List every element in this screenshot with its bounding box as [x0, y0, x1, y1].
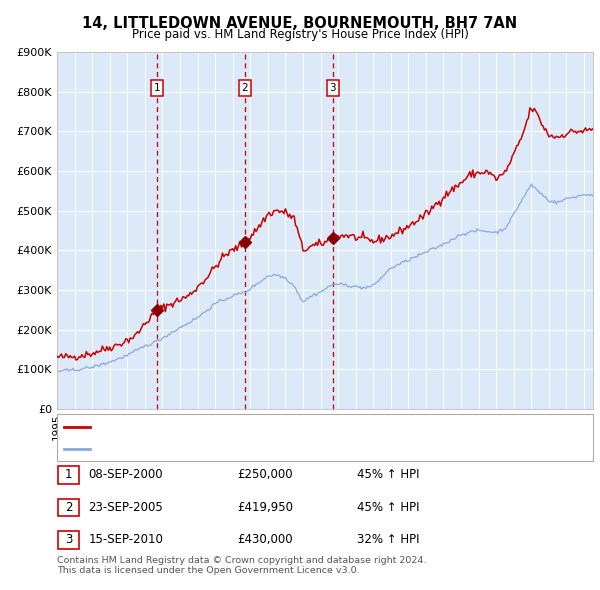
Text: HPI: Average price, detached house, Bournemouth Christchurch and Poole: HPI: Average price, detached house, Bour…	[94, 444, 482, 454]
Text: Contains HM Land Registry data © Crown copyright and database right 2024.
This d: Contains HM Land Registry data © Crown c…	[57, 556, 427, 575]
Text: 1: 1	[154, 83, 160, 93]
Text: £250,000: £250,000	[237, 468, 293, 481]
Text: £430,000: £430,000	[237, 533, 293, 546]
Text: 14, LITTLEDOWN AVENUE, BOURNEMOUTH, BH7 7AN: 14, LITTLEDOWN AVENUE, BOURNEMOUTH, BH7 …	[82, 16, 518, 31]
Text: 3: 3	[65, 533, 73, 546]
Text: 1: 1	[65, 468, 73, 481]
Text: 45% ↑ HPI: 45% ↑ HPI	[357, 501, 419, 514]
Text: Price paid vs. HM Land Registry's House Price Index (HPI): Price paid vs. HM Land Registry's House …	[131, 28, 469, 41]
Text: 3: 3	[329, 83, 336, 93]
Text: 32% ↑ HPI: 32% ↑ HPI	[357, 533, 419, 546]
Text: 2: 2	[65, 501, 73, 514]
Text: £419,950: £419,950	[237, 501, 293, 514]
Text: 14, LITTLEDOWN AVENUE, BOURNEMOUTH, BH7 7AN (detached house): 14, LITTLEDOWN AVENUE, BOURNEMOUTH, BH7 …	[94, 422, 464, 432]
Text: 2: 2	[242, 83, 248, 93]
Text: 08-SEP-2000: 08-SEP-2000	[88, 468, 163, 481]
Text: 45% ↑ HPI: 45% ↑ HPI	[357, 468, 419, 481]
Text: 23-SEP-2005: 23-SEP-2005	[88, 501, 163, 514]
Text: 15-SEP-2010: 15-SEP-2010	[88, 533, 163, 546]
